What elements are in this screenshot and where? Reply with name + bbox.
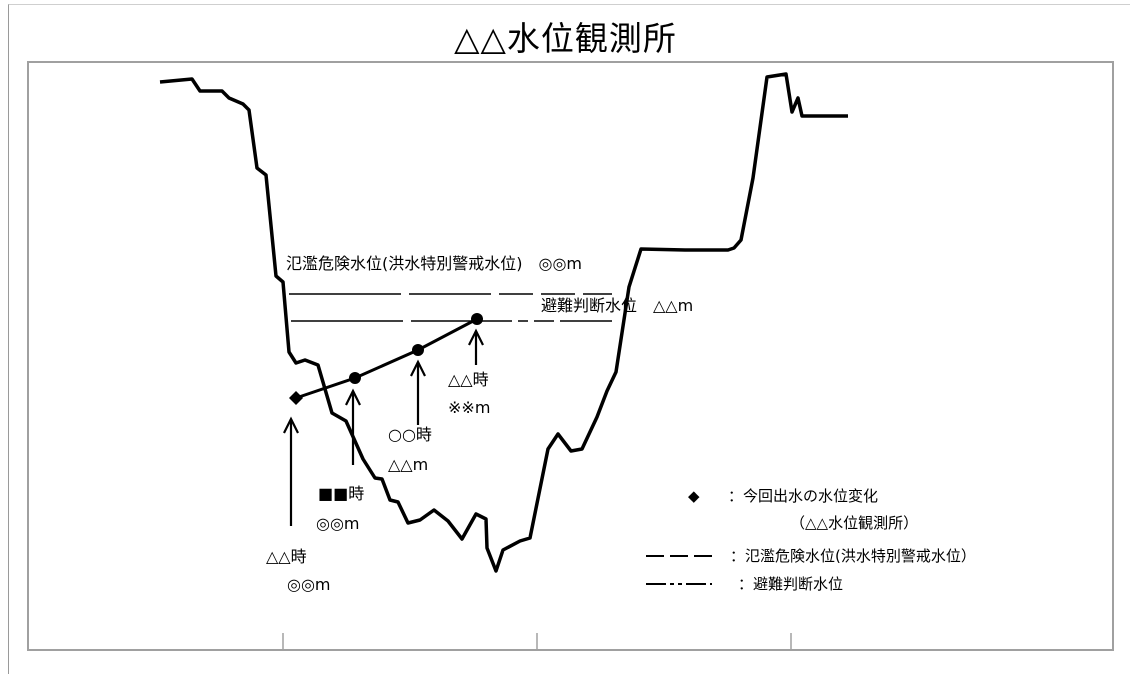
point-time-label: △△時 [448, 370, 489, 389]
hazard-level-label: 氾濫危険水位(洪水特別警戒水位) ◎◎m [286, 254, 582, 273]
arrow-up-icon [410, 359, 426, 425]
river-cross-section-profile [159, 72, 848, 573]
legend-hazard-text: ：氾濫危険水位(洪水特別警戒水位） [730, 547, 976, 565]
data-point-marker [471, 313, 483, 325]
point-level-label: ◎◎m [316, 514, 360, 533]
evacuation-level-label: 避難判断水位 △△m [541, 296, 693, 315]
point-time-label: ○○時 [388, 425, 432, 444]
point-level-label: △△m [388, 455, 428, 474]
legend-marker-subtext: （△△水位観測所） [790, 514, 918, 532]
legend: ◆ ：今回出水の水位変化 （△△水位観測所） ：氾濫危険水位(洪水特別警戒水位）… [646, 487, 976, 593]
arrow-up-icon [283, 416, 299, 526]
point-level-label: ◎◎m [287, 575, 331, 594]
point-time-label: △△時 [266, 547, 307, 566]
arrow-up-icon [468, 328, 484, 365]
arrow-up-icon [345, 388, 361, 465]
legend-evac-text: ：避難判断水位 [738, 575, 843, 593]
point-time-label: ■■時 [318, 484, 364, 503]
diamond-marker [289, 391, 303, 405]
plot-frame [27, 61, 1114, 651]
legend-marker-icon: ◆ [688, 487, 700, 505]
outer-frame [8, 4, 1130, 674]
legend-marker-text: ：今回出水の水位変化 [728, 487, 878, 505]
data-point-marker [349, 372, 361, 384]
water-level-change-line [295, 317, 478, 400]
point-level-label: ※※m [448, 398, 490, 417]
diagram-title: △△水位観測所 [454, 19, 677, 58]
data-point-marker [412, 344, 424, 356]
